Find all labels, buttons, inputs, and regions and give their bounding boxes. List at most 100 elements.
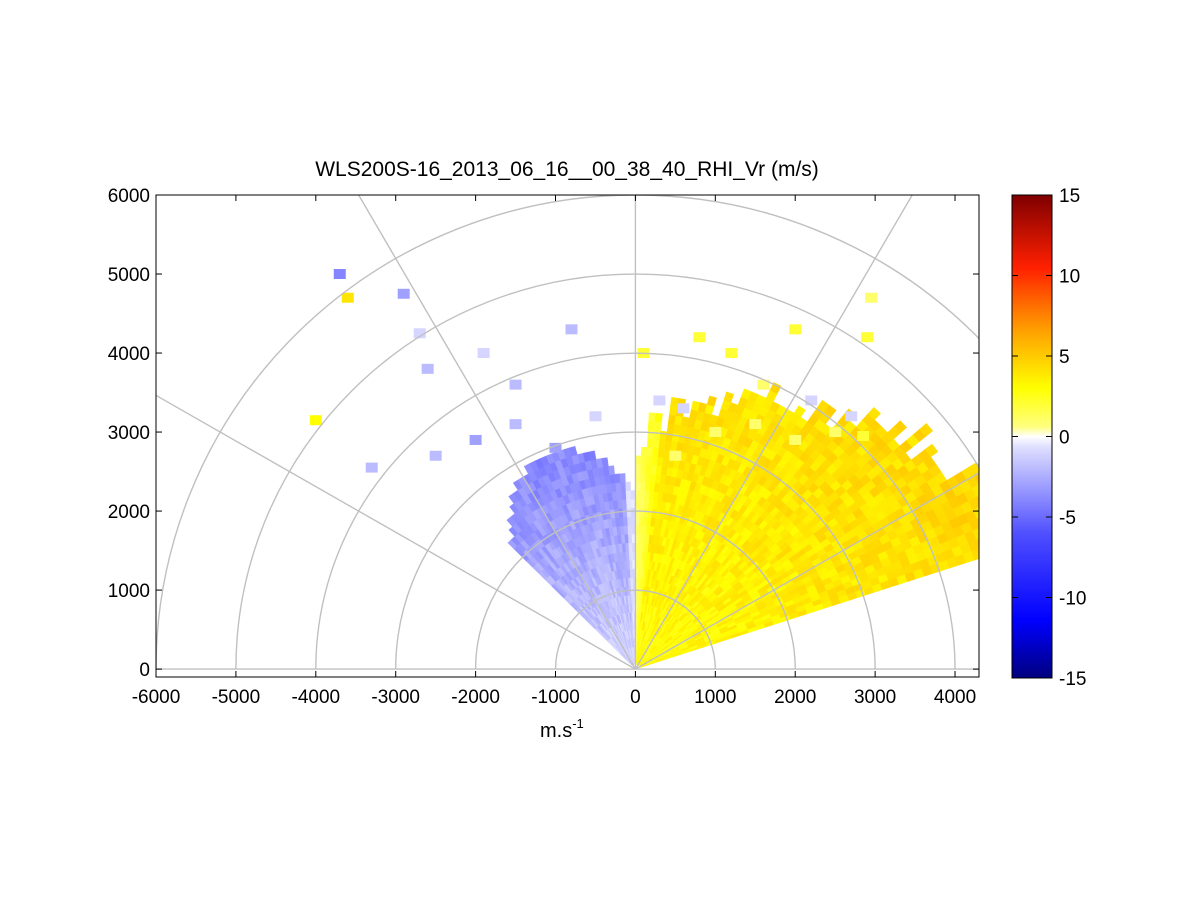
data-cell xyxy=(865,292,878,303)
colorbar-tick-label: -5 xyxy=(1059,508,1076,529)
data-cell xyxy=(469,434,482,445)
data-cell xyxy=(980,546,991,558)
data-cell xyxy=(924,443,939,458)
data-cell xyxy=(867,406,882,421)
data-cell xyxy=(627,525,633,535)
data-cell xyxy=(989,521,1001,534)
data-cell xyxy=(976,495,979,503)
data-cell xyxy=(639,507,645,518)
data-cell xyxy=(630,490,636,500)
data-cell xyxy=(693,332,706,343)
data-cell xyxy=(549,442,562,453)
data-cell xyxy=(568,445,578,457)
velocity-cells xyxy=(309,269,1013,668)
data-cell xyxy=(985,512,997,525)
data-cell xyxy=(620,481,627,492)
data-cell xyxy=(669,450,682,461)
data-cell xyxy=(989,499,1001,512)
colorbar-tick-label: -15 xyxy=(1059,669,1086,690)
y-tick-label: 6000 xyxy=(108,186,150,207)
x-tick-label: -4000 xyxy=(292,687,341,708)
data-cell xyxy=(654,412,663,423)
data-cell xyxy=(635,464,642,474)
data-cell xyxy=(640,472,646,483)
y-axis: 0 1000 2000 3000 4000 5000 6000 xyxy=(108,186,979,681)
data-cell xyxy=(893,420,908,434)
data-cell xyxy=(589,411,602,422)
plot-area: -6000 -5000 -4000 -3000 -2000 -1000 0 1000 2000 3… xyxy=(108,186,1013,708)
data-cell xyxy=(972,506,979,519)
data-cell xyxy=(645,473,652,483)
data-cell xyxy=(757,379,770,390)
data-cell xyxy=(628,542,633,552)
data-cell xyxy=(635,481,641,491)
data-cell xyxy=(647,429,655,440)
data-cell xyxy=(968,496,979,511)
x-tick-label: 2000 xyxy=(774,687,816,708)
data-cell xyxy=(628,551,633,561)
data-cell xyxy=(723,391,735,403)
x-axis-label-base: m.s xyxy=(540,720,572,742)
data-cell xyxy=(623,516,629,526)
data-cell xyxy=(629,568,634,578)
data-cell xyxy=(967,539,979,552)
data-cell xyxy=(509,379,522,390)
data-cell xyxy=(971,548,979,561)
data-cell xyxy=(653,430,661,440)
data-cell xyxy=(645,464,652,474)
data-cell xyxy=(619,473,626,483)
data-cell xyxy=(588,450,597,461)
data-cell xyxy=(1001,527,1013,540)
data-cell xyxy=(988,543,1000,555)
grid-spoke xyxy=(634,195,914,670)
data-cell xyxy=(627,516,632,526)
plot-frame xyxy=(155,194,980,678)
data-cell xyxy=(919,423,934,437)
data-cell xyxy=(509,419,522,430)
data-cell xyxy=(429,450,442,461)
x-tick-label: -2000 xyxy=(451,687,500,708)
data-cell xyxy=(365,462,378,473)
x-tick-label: 0 xyxy=(630,687,641,708)
data-cell xyxy=(333,269,346,280)
data-cell xyxy=(640,464,647,474)
data-cell xyxy=(992,485,1005,498)
data-cell xyxy=(725,348,738,359)
data-cell xyxy=(565,324,578,335)
data-cell xyxy=(601,457,609,468)
data-cell xyxy=(341,292,354,303)
y-tick-label: 4000 xyxy=(108,344,150,365)
data-cell xyxy=(630,577,634,587)
data-cell xyxy=(616,490,623,501)
data-cell xyxy=(622,507,628,518)
data-cell xyxy=(829,427,842,438)
data-cell xyxy=(639,516,644,526)
x-tick-label: -1000 xyxy=(531,687,580,708)
y-tick-label: 1000 xyxy=(108,581,150,602)
data-cell xyxy=(635,455,642,465)
grid-spoke xyxy=(357,195,637,670)
data-cell xyxy=(993,530,1005,542)
data-cell xyxy=(639,499,645,509)
data-cell xyxy=(709,427,722,438)
grid-spoke xyxy=(156,394,636,670)
colorbar-tick-label: 10 xyxy=(1059,267,1080,288)
y-tick-label: 2000 xyxy=(108,502,150,523)
data-cell xyxy=(652,447,660,458)
x-axis-label: m.s-1 xyxy=(540,716,584,742)
data-cell xyxy=(646,438,654,448)
colorbar-tick-label: 5 xyxy=(1059,347,1070,368)
data-cell xyxy=(625,481,631,491)
data-cell xyxy=(640,446,648,457)
data-cell xyxy=(861,332,874,343)
data-cell xyxy=(996,540,1008,552)
data-cell xyxy=(981,524,993,536)
data-cell xyxy=(968,461,979,476)
data-cell xyxy=(654,421,662,432)
data-cell xyxy=(624,533,629,544)
data-cell xyxy=(309,415,322,426)
data-cell xyxy=(644,481,651,492)
data-cell xyxy=(789,324,802,335)
data-cell xyxy=(628,533,633,544)
